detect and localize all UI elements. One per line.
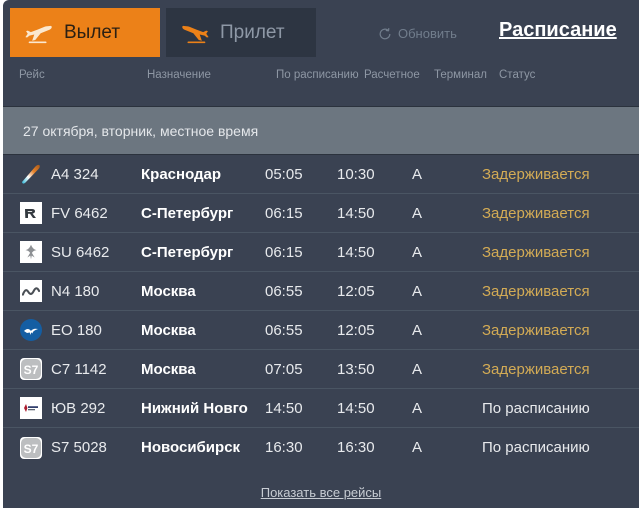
svg-text:S7: S7 [24, 363, 39, 377]
svg-text:S7: S7 [24, 442, 39, 456]
